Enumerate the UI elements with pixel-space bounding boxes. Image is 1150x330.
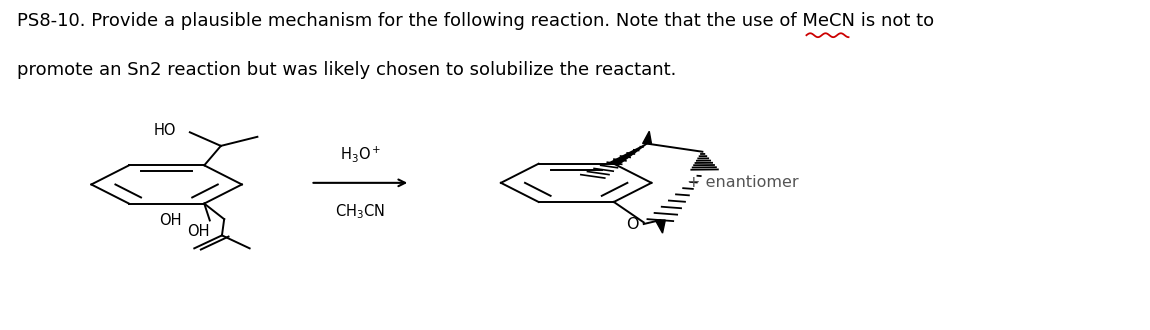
Text: PS8-10. Provide a plausible mechanism for the following reaction. Note that the : PS8-10. Provide a plausible mechanism fo… <box>17 12 934 30</box>
Text: + enantiomer: + enantiomer <box>687 175 798 190</box>
Text: H$_3$O$^+$: H$_3$O$^+$ <box>339 144 381 164</box>
Text: OH: OH <box>187 224 210 239</box>
Polygon shape <box>656 220 666 233</box>
Text: HO: HO <box>154 123 177 139</box>
Text: promote an Sn2 reaction but was likely chosen to solubilize the reactant.: promote an Sn2 reaction but was likely c… <box>17 61 676 79</box>
Polygon shape <box>643 131 651 144</box>
Text: O: O <box>626 216 638 232</box>
Text: CH$_3$CN: CH$_3$CN <box>336 203 385 221</box>
Polygon shape <box>608 144 647 164</box>
Text: OH: OH <box>160 213 182 228</box>
